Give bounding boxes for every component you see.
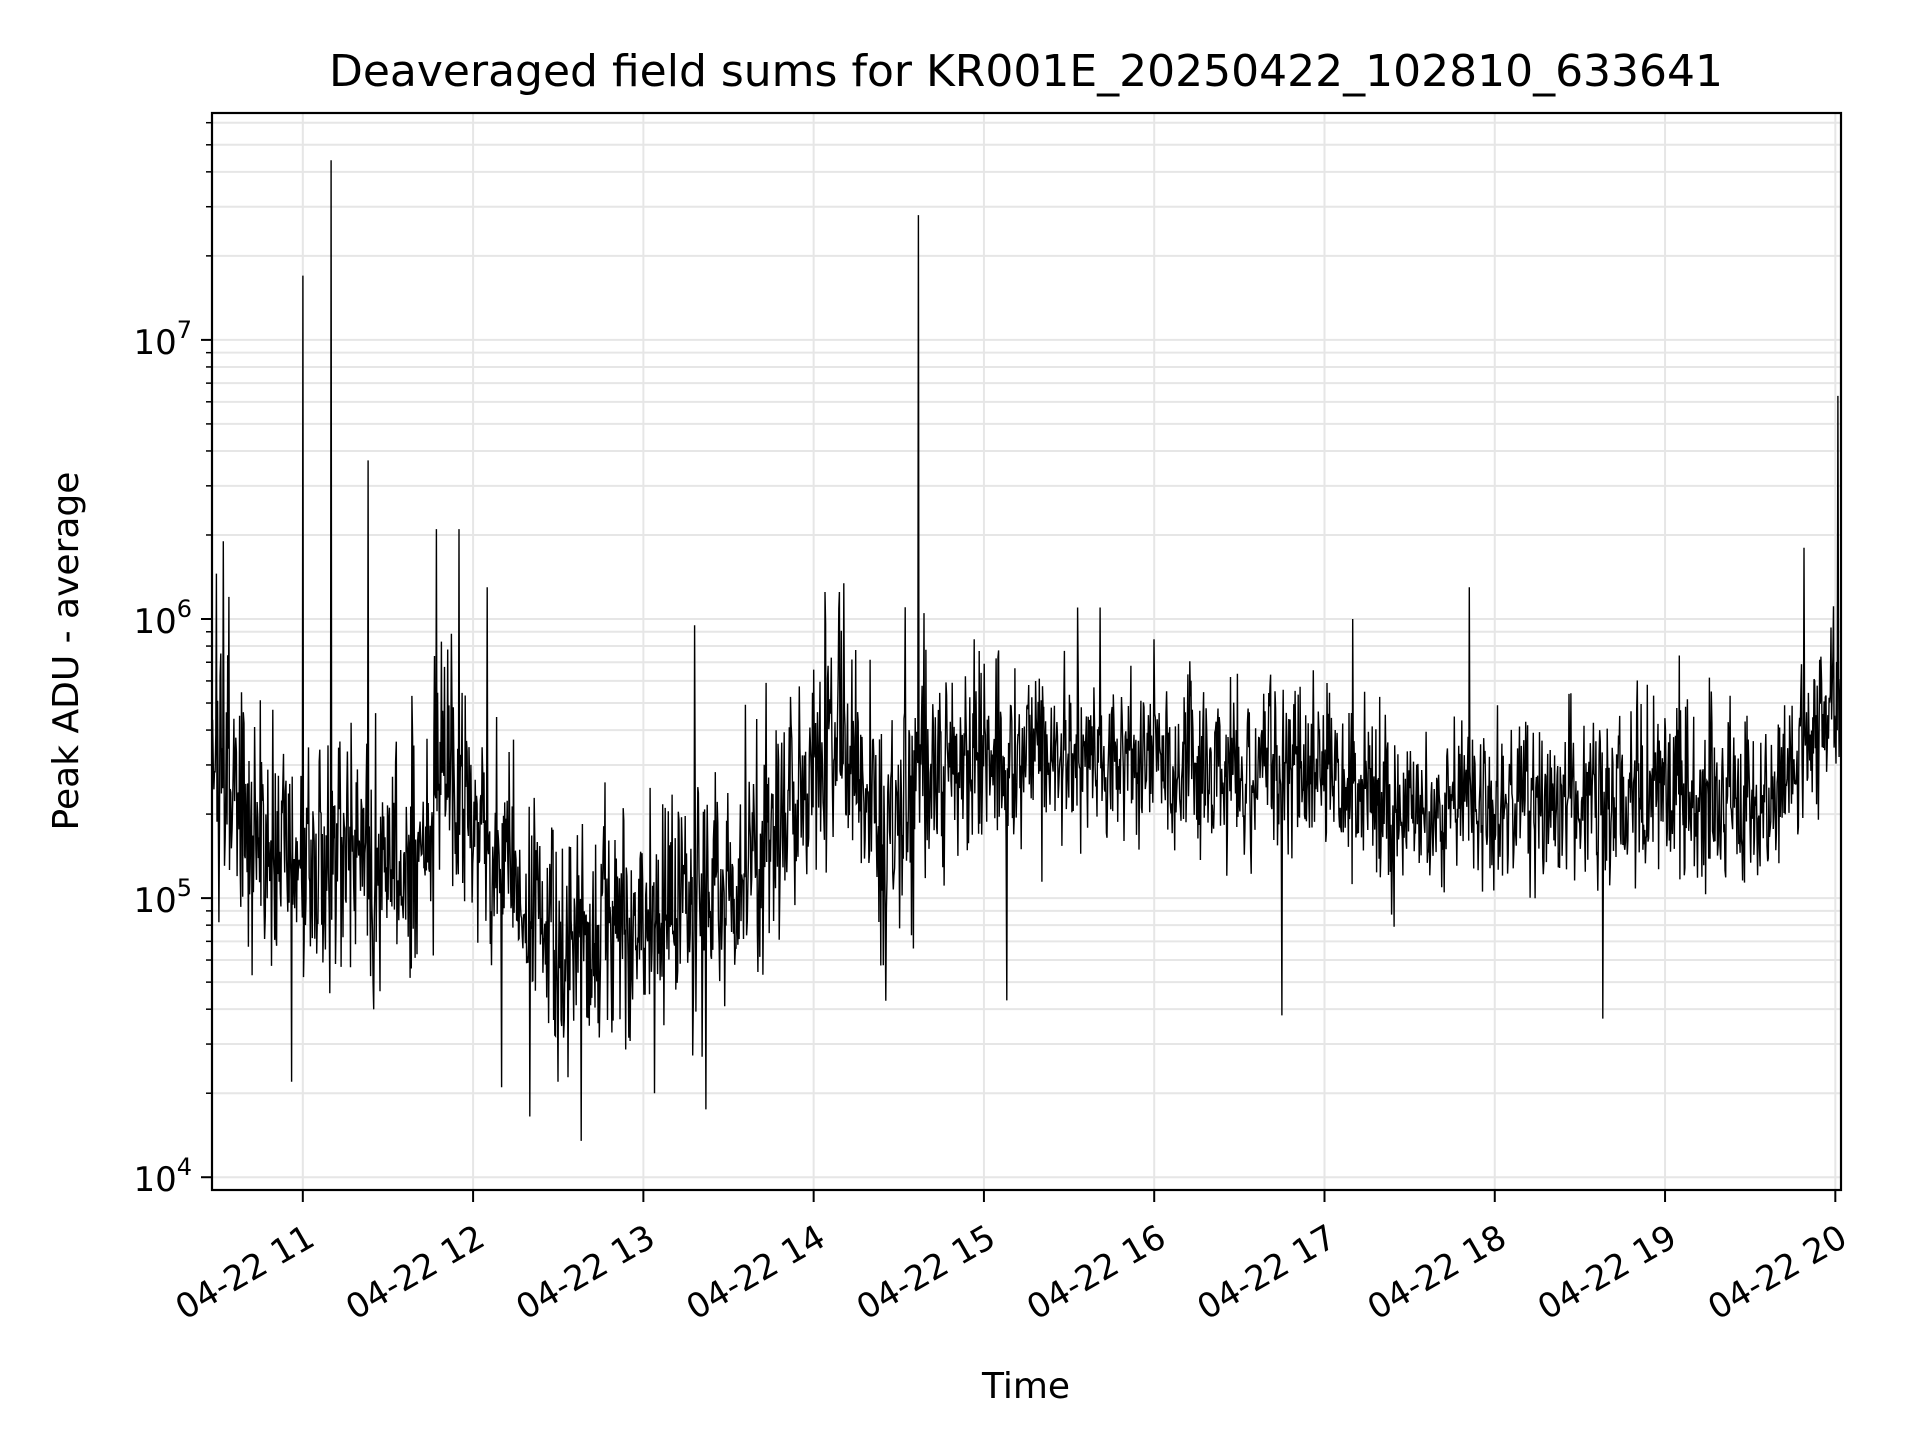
y-tick-label: 104: [133, 1153, 192, 1200]
chart-title: Deaveraged field sums for KR001E_2025042…: [329, 46, 1723, 97]
plot-frame: [210, 111, 1843, 1192]
y-tick-label: 106: [133, 595, 192, 642]
series-line: [211, 160, 1842, 1141]
y-axis-label: Peak ADU - average: [46, 472, 87, 831]
y-tick-label: 105: [133, 874, 192, 921]
y-axis-ticks: 104 105 106 107: [133, 121, 212, 1200]
x-axis-label: Time: [981, 1366, 1070, 1407]
y-tick-label: 107: [133, 316, 192, 363]
data-series: [211, 160, 1842, 1141]
